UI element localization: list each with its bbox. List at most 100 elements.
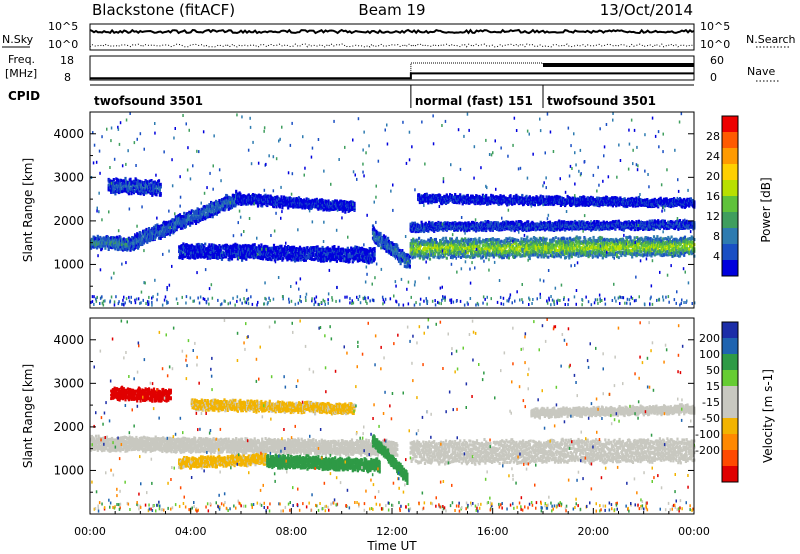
echo-cell [543, 242, 546, 246]
echo-cell [155, 193, 158, 197]
echo-cell [468, 245, 471, 249]
echo-cell [260, 253, 263, 257]
echo-cell [335, 259, 338, 263]
echo-cell [133, 246, 136, 250]
echo-cell [235, 191, 238, 195]
echo-cell [666, 238, 669, 242]
echo-cell [328, 249, 331, 253]
echo-cell [602, 252, 605, 256]
echo-cell [142, 190, 145, 194]
echo-cell [180, 251, 183, 255]
echo-cell [193, 245, 196, 249]
echo-cell [609, 242, 612, 245]
echo-cell [608, 243, 611, 247]
echo-cell [303, 246, 306, 250]
noise-traces [89, 28, 695, 48]
echo-cell [568, 256, 571, 260]
echo-cell [493, 251, 496, 254]
echo-cell [157, 229, 160, 233]
echo-cell [645, 236, 648, 240]
echo-cell [560, 236, 563, 240]
echo-cell [555, 244, 558, 248]
echo-cell [304, 258, 307, 262]
echo-cell [396, 244, 399, 248]
echo-cell [121, 238, 124, 242]
echo-cell [405, 258, 408, 262]
echo-cell [290, 248, 293, 252]
echo-cell [312, 246, 315, 249]
echo-cell [183, 211, 186, 215]
echo-cell [146, 239, 149, 243]
echo-cell [116, 235, 119, 239]
echo-cell [553, 255, 556, 259]
echo-cell [285, 256, 288, 260]
echo-cell [269, 246, 272, 250]
echo-cell [205, 251, 208, 255]
echo-cell [299, 258, 302, 262]
echo-cell [415, 244, 418, 248]
echo-cell [600, 236, 604, 240]
echo-cell [453, 242, 456, 246]
echo-cell [612, 249, 615, 253]
echo-cell [542, 236, 545, 240]
echo-cell [383, 247, 386, 251]
echo-cell [184, 224, 187, 228]
echo-cell [215, 199, 218, 203]
echo-cell [513, 242, 516, 245]
echo-cell [159, 192, 162, 195]
echo-cell [349, 257, 352, 261]
echo-cell [113, 188, 116, 192]
echo-cell [133, 244, 136, 248]
echo-cell [139, 231, 142, 235]
echo-cell [300, 247, 303, 251]
echo-cell [303, 249, 306, 252]
echo-cell [163, 235, 166, 238]
echo-cell [529, 245, 532, 249]
echo-cell [140, 183, 143, 187]
echo-cell [592, 250, 595, 254]
echo-cell [376, 239, 379, 243]
echo-cell [533, 253, 536, 257]
echo-cell [464, 244, 467, 248]
echo-cell [586, 250, 589, 254]
echo-cell [407, 264, 410, 268]
echo-cell [532, 240, 536, 244]
echo-cell [649, 243, 652, 247]
echo-cell [434, 237, 437, 241]
echo-cell [382, 234, 385, 238]
echo-cell [561, 250, 564, 254]
echo-cell [534, 250, 537, 254]
echo-cell [275, 254, 278, 258]
echo-cell [423, 256, 426, 260]
echo-cell [573, 246, 576, 250]
echo-cell [606, 238, 609, 242]
echo-cell [196, 250, 199, 254]
echo-cell [450, 243, 453, 247]
echo-cell [435, 240, 438, 244]
echo-cell [201, 207, 204, 211]
echo-cell [489, 253, 492, 257]
echo-cell [137, 244, 140, 248]
echo-cell [597, 253, 600, 257]
nave-label: Nave [747, 65, 775, 78]
echo-cell [336, 255, 339, 259]
echo-cell [266, 204, 269, 208]
echo-cell [454, 249, 457, 253]
echo-cell [212, 243, 215, 247]
echo-cell [445, 250, 448, 254]
echo-cell [96, 234, 99, 238]
echo-cell [251, 243, 255, 247]
echo-cell [217, 208, 220, 212]
echo-cell [670, 235, 673, 239]
echo-cell [582, 243, 585, 247]
echo-cell [467, 240, 470, 244]
echo-cell [579, 236, 582, 240]
echo-cell [332, 258, 335, 261]
echo-cell [506, 244, 510, 248]
echo-cell [424, 247, 427, 251]
echo-cell [648, 241, 651, 245]
echo-cell [413, 251, 416, 254]
echo-cell [415, 248, 418, 252]
echo-cell [373, 247, 376, 250]
